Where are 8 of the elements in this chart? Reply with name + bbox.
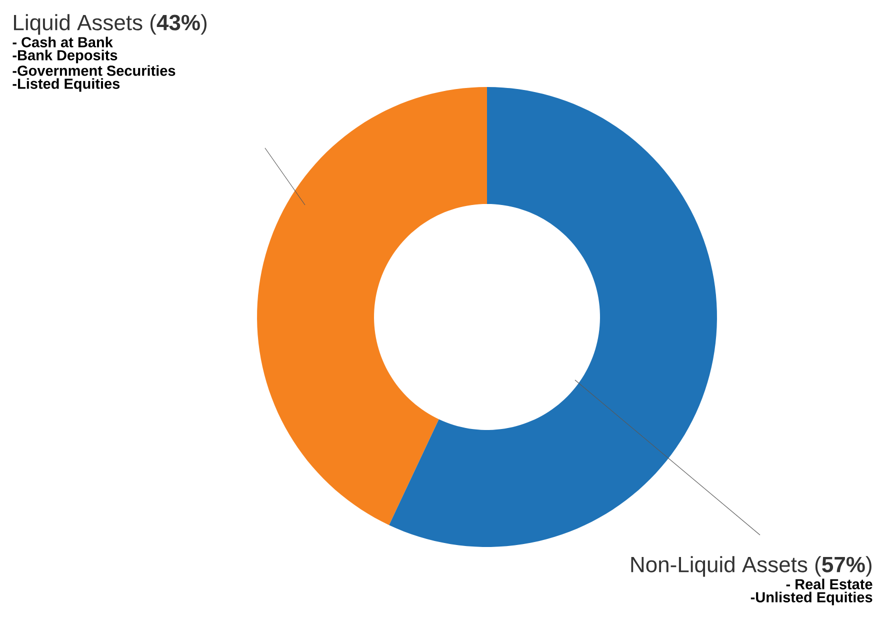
slice-label: Non-Liquid Assets (57%) xyxy=(631,556,872,577)
text: -Bank Deposits xyxy=(12,50,118,64)
text: -Government Securities xyxy=(12,65,176,76)
text: - Cash at Bank xyxy=(12,36,113,48)
text: -Listed Equities xyxy=(12,78,120,92)
text: - Real Estate xyxy=(786,578,872,590)
text: -Unlisted Equities xyxy=(750,592,872,606)
slice-label: Liquid Assets (43%) xyxy=(14,14,206,35)
